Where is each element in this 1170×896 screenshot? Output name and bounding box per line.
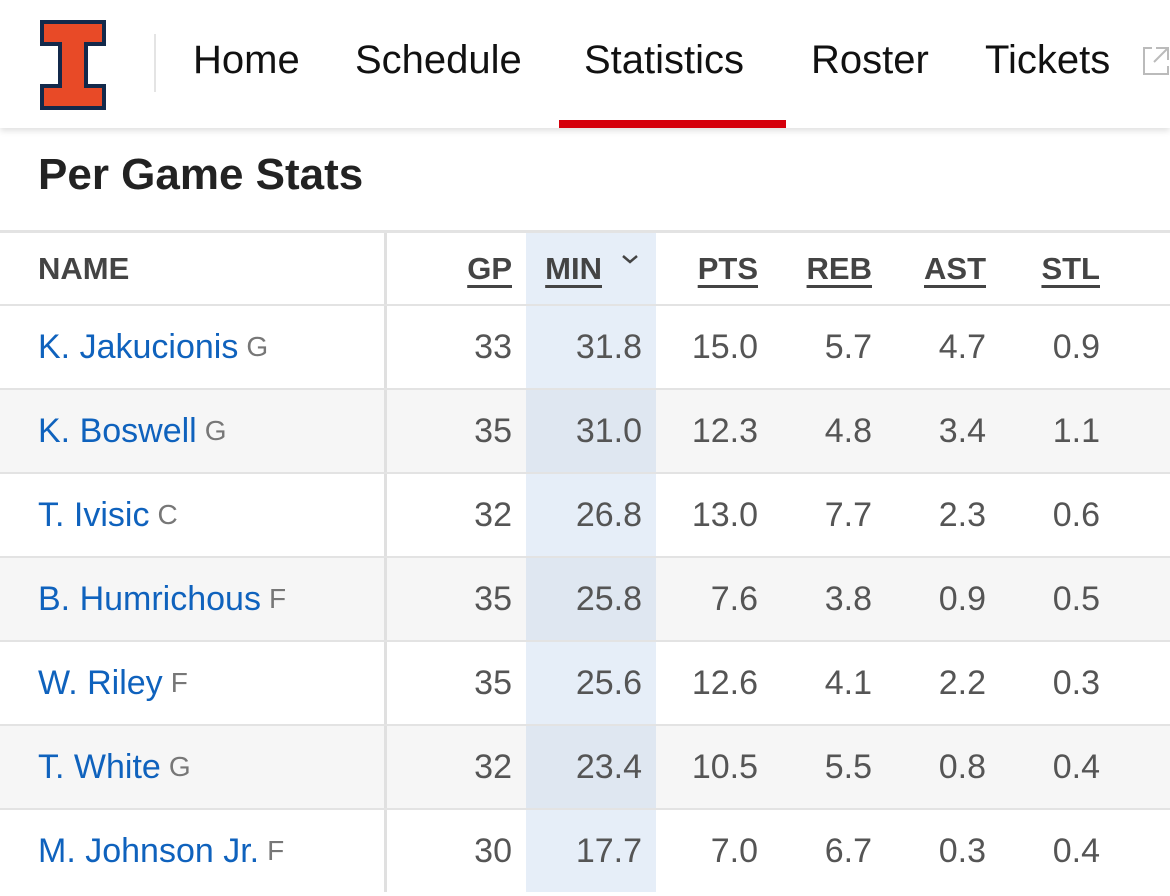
nav-link[interactable]: Home xyxy=(193,38,300,82)
stat-cell: 35 xyxy=(474,663,512,702)
column-header[interactable]: PTS xyxy=(656,233,772,304)
stat-cell: 15.0 xyxy=(691,327,758,366)
name-cell: T. Ivisic C xyxy=(0,474,387,556)
player-link[interactable]: K. Boswell xyxy=(38,411,197,450)
stat-cell: 10.5 xyxy=(691,747,758,786)
nav-link[interactable]: Statistics xyxy=(584,38,745,82)
stat-cell: 0.3 xyxy=(1052,663,1100,702)
stat-cell: 4.8 xyxy=(824,411,872,450)
table-row: M. Johnson Jr. F 30 17.7 7.0 6.7 0.3 0.4 xyxy=(0,808,1170,892)
column-header[interactable]: STL xyxy=(1000,233,1114,304)
header-text: PTS xyxy=(697,250,758,286)
position: F xyxy=(267,835,285,866)
column-header[interactable]: GP xyxy=(387,233,526,304)
table-row: K. Boswell G 35 31.0 12.3 4.8 3.4 1.1 xyxy=(0,388,1170,472)
stat-cell: 32 xyxy=(474,495,512,534)
header-text: NAME xyxy=(38,250,130,286)
header-text: REB xyxy=(806,250,872,286)
stat-cell: 4.1 xyxy=(824,663,872,702)
stat-cell: 12.6 xyxy=(691,663,758,702)
name-cell: K. Jakucionis G xyxy=(0,306,387,388)
table-row: B. Humrichous F 35 25.8 7.6 3.8 0.9 0.5 xyxy=(0,556,1170,640)
header-text: STL xyxy=(1041,250,1100,286)
stat-cell: 7.6 xyxy=(710,579,758,618)
table-row: W. Riley F 35 25.6 12.6 4.1 2.2 0.3 xyxy=(0,640,1170,724)
stat-cell: 0.8 xyxy=(938,747,986,786)
header-text: AST xyxy=(924,250,986,286)
sort-icon xyxy=(602,251,640,287)
player-link[interactable]: B. Humrichous xyxy=(38,579,261,618)
nav-link[interactable]: Roster xyxy=(811,38,929,82)
nav-bar: Home Schedule Statistics Roster Tickets xyxy=(0,0,1170,128)
stat-cell: 32 xyxy=(474,747,512,786)
stat-cell: 31.8 xyxy=(526,306,656,388)
stat-cell: 7.0 xyxy=(710,831,758,870)
stat-cell: 1.1 xyxy=(1052,411,1100,450)
column-header: NAME xyxy=(0,233,387,304)
section-title: Per Game Stats xyxy=(38,150,364,199)
stat-cell: 33 xyxy=(474,327,512,366)
stat-cell: 0.3 xyxy=(938,831,986,870)
stat-cell: 0.5 xyxy=(1052,579,1100,618)
stat-cell: 5.5 xyxy=(824,747,872,786)
stats-table: NAME GP MIN PTS REB AST STL K. Jakucionis G 33 31.… xyxy=(0,230,1170,892)
stat-cell: 4.7 xyxy=(938,327,986,366)
name-cell: W. Riley F xyxy=(0,642,387,724)
stat-cell: 26.8 xyxy=(526,474,656,556)
stat-cell: 0.9 xyxy=(938,579,986,618)
stat-cell: 7.7 xyxy=(824,495,872,534)
position: G xyxy=(246,331,269,362)
external-link-icon xyxy=(1143,47,1169,75)
player-link[interactable]: M. Johnson Jr. xyxy=(38,831,260,870)
stat-cell: 25.6 xyxy=(526,642,656,724)
logo[interactable] xyxy=(40,20,106,110)
stat-cell: 3.8 xyxy=(824,579,872,618)
player-link[interactable]: K. Jakucionis xyxy=(38,327,239,366)
column-header[interactable]: REB xyxy=(772,233,886,304)
position: C xyxy=(157,499,178,530)
position: F xyxy=(268,583,287,614)
stat-cell: 2.3 xyxy=(938,495,986,534)
stat-cell: 13.0 xyxy=(691,495,758,534)
name-cell: M. Johnson Jr. F xyxy=(0,810,387,892)
name-cell: B. Humrichous F xyxy=(0,558,387,640)
position: G xyxy=(168,751,191,782)
header-text: GP xyxy=(467,250,512,286)
stat-cell: 30 xyxy=(474,831,512,870)
stat-cell: 0.9 xyxy=(1052,327,1100,366)
active-indicator xyxy=(559,120,786,128)
name-cell: K. Boswell G xyxy=(0,390,387,472)
player-link[interactable]: T. White xyxy=(38,747,161,786)
nav-link[interactable]: Schedule xyxy=(355,38,522,82)
position: F xyxy=(170,667,188,698)
stat-cell: 0.4 xyxy=(1052,747,1100,786)
stat-cell: 35 xyxy=(474,579,512,618)
nav-link[interactable]: Tickets xyxy=(985,38,1111,82)
stat-cell: 25.8 xyxy=(526,558,656,640)
name-cell: T. White G xyxy=(0,726,387,808)
stat-cell: 17.7 xyxy=(526,810,656,892)
stat-cell: 12.3 xyxy=(691,411,758,450)
table-row: T. White G 32 23.4 10.5 5.5 0.8 0.4 xyxy=(0,724,1170,808)
column-header[interactable]: AST xyxy=(886,233,1000,304)
table-row: K. Jakucionis G 33 31.8 15.0 5.7 4.7 0.9 xyxy=(0,304,1170,388)
separator xyxy=(154,34,156,92)
stat-cell: 6.7 xyxy=(824,831,872,870)
column-header[interactable]: MIN xyxy=(526,233,656,304)
stat-cell: 3.4 xyxy=(938,411,986,450)
table-row: T. Ivisic C 32 26.8 13.0 7.7 2.3 0.6 xyxy=(0,472,1170,556)
player-link[interactable]: W. Riley xyxy=(38,663,163,702)
position: G xyxy=(204,415,227,446)
stat-cell: 0.6 xyxy=(1052,495,1100,534)
stat-cell: 5.7 xyxy=(824,327,872,366)
stat-cell: 23.4 xyxy=(526,726,656,808)
header-text: MIN xyxy=(545,250,602,286)
stat-cell: 35 xyxy=(474,411,512,450)
header-row: NAME GP MIN PTS REB AST STL xyxy=(0,230,1170,304)
stat-cell: 2.2 xyxy=(938,663,986,702)
stat-cell: 31.0 xyxy=(526,390,656,472)
player-link[interactable]: T. Ivisic xyxy=(38,495,150,534)
stat-cell: 0.4 xyxy=(1052,831,1100,870)
